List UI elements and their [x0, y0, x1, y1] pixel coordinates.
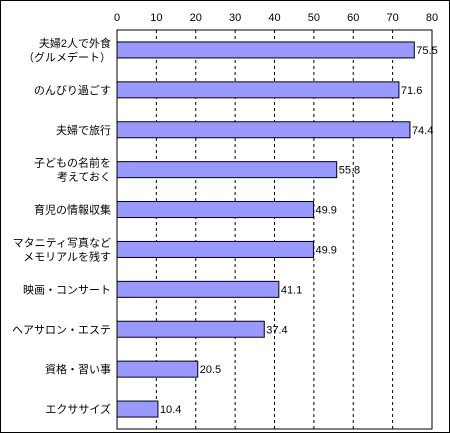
value-label-2: 71.6 — [401, 85, 422, 97]
bar-3 — [116, 121, 411, 139]
x-tick-label-20: 20 — [190, 12, 202, 24]
category-labels: 夫婦2人で外食（グルメデート） のんびり過ごす夫婦で旅行子どもの名前を考えておく育… — [12, 36, 111, 416]
category-label-6-line-2: メモリアルを残す — [23, 249, 111, 263]
category-label-9: 資格・習い事 — [45, 362, 111, 376]
value-label-4: 55.8 — [339, 165, 360, 177]
plot-area-border — [116, 29, 433, 430]
x-tick-label-0: 0 — [114, 12, 120, 24]
x-tick-labels: 0 10 20 30 40 50 60 70 80 — [114, 12, 438, 24]
category-label-6-line-1: マタニティ写真など — [13, 235, 111, 249]
bar-8 — [116, 320, 265, 338]
value-label-7: 41.1 — [281, 284, 302, 296]
category-label-1-line-1: 夫婦2人で外食 — [39, 36, 111, 50]
value-label-3: 74.4 — [412, 125, 433, 137]
category-label-3: 夫婦で旅行 — [56, 123, 111, 137]
bar-9 — [116, 360, 199, 378]
category-label-1-line-2: （グルメデート） — [23, 50, 111, 64]
bar-2 — [116, 81, 400, 99]
category-label-4-line-2: 考えておく — [57, 171, 111, 184]
category-label-7: 映画・コンサート — [23, 283, 111, 296]
value-label-1: 75.5 — [416, 45, 437, 57]
bar-10 — [116, 400, 159, 418]
bars — [116, 41, 415, 418]
category-label-8: ヘアサロン・エステ — [12, 323, 111, 336]
category-label-10: エクササイズ — [45, 402, 111, 416]
bar-4 — [116, 161, 338, 179]
x-tick-label-80: 80 — [426, 12, 438, 24]
x-tick-label-60: 60 — [347, 12, 359, 24]
value-labels: 75.5 71.6 74.4 55.8 49.9 49.9 41.1 37.4 20.5 10.4 — [160, 45, 438, 416]
bar-7 — [116, 280, 280, 298]
value-label-10: 10.4 — [160, 404, 181, 416]
x-tick-label-40: 40 — [268, 12, 280, 24]
x-tick-label-50: 50 — [308, 12, 320, 24]
x-tick-label-10: 10 — [150, 12, 162, 24]
x-tick-label-70: 70 — [387, 12, 399, 24]
category-label-4-line-1: 子どもの名前を — [34, 156, 111, 170]
x-tick-label-30: 30 — [229, 12, 241, 24]
value-label-6: 49.9 — [315, 244, 336, 256]
value-label-9: 20.5 — [200, 364, 221, 376]
value-label-5: 49.9 — [315, 205, 336, 217]
bar-6 — [116, 240, 314, 258]
bar-5 — [116, 201, 314, 219]
category-label-2: のんびり過ごす — [34, 83, 111, 97]
value-label-8: 37.4 — [266, 324, 287, 336]
bar-1 — [116, 41, 415, 59]
category-label-5: 育児の情報収集 — [34, 203, 111, 217]
